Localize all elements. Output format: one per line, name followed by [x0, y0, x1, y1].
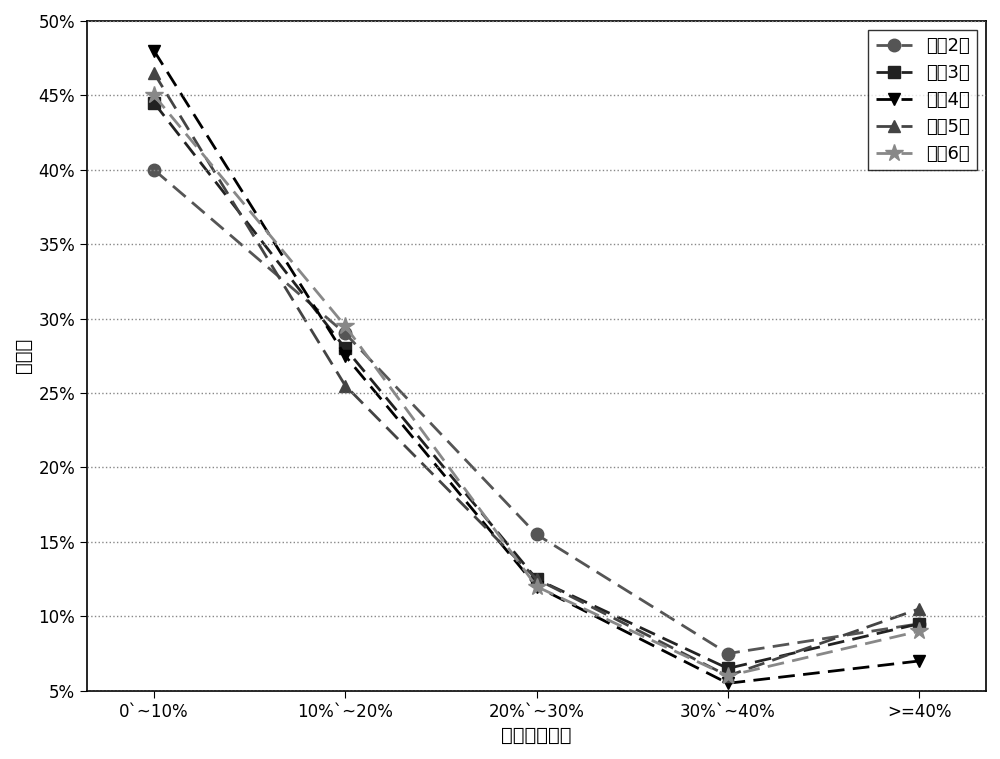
Line: 预测6月: 预测6月	[145, 87, 928, 685]
预测5月	[531, 575, 543, 584]
预测6月	[722, 671, 734, 680]
预测6月	[339, 322, 351, 331]
预测3月	[531, 575, 543, 584]
预测4月	[913, 657, 925, 666]
预测2月	[148, 165, 160, 175]
预测5月	[722, 671, 734, 680]
预测2月	[913, 619, 925, 628]
预测4月	[148, 46, 160, 55]
预测2月	[722, 649, 734, 658]
预测3月	[339, 344, 351, 353]
预测6月	[531, 582, 543, 591]
Line: 预测5月: 预测5月	[148, 67, 925, 682]
Y-axis label: 百分比: 百分比	[14, 339, 33, 373]
预测4月	[339, 351, 351, 361]
Line: 预测4月: 预测4月	[148, 45, 925, 690]
预测6月	[913, 627, 925, 636]
预测6月	[148, 91, 160, 100]
X-axis label: 相对误差区间: 相对误差区间	[501, 726, 572, 745]
预测2月	[339, 329, 351, 338]
预测3月	[722, 664, 734, 673]
预测3月	[913, 619, 925, 628]
预测2月	[531, 530, 543, 539]
预测3月	[148, 98, 160, 107]
预测5月	[148, 68, 160, 77]
Line: 预测3月: 预测3月	[148, 96, 925, 675]
Legend: 预测2月, 预测3月, 预测4月, 预测5月, 预测6月: 预测2月, 预测3月, 预测4月, 预测5月, 预测6月	[868, 30, 977, 171]
预测5月	[913, 604, 925, 613]
预测5月	[339, 381, 351, 390]
预测4月	[722, 679, 734, 688]
预测4月	[531, 582, 543, 591]
Line: 预测2月: 预测2月	[148, 163, 925, 660]
